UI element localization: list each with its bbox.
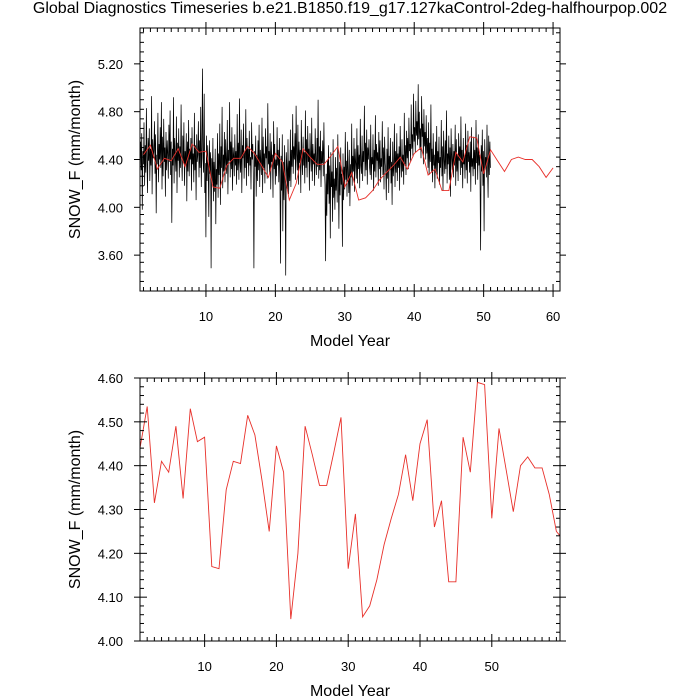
top-x-tick-label: 30 — [338, 309, 352, 324]
bottom-y-tick-label: 4.10 — [98, 590, 123, 605]
top-panel: 10 20 30 40 50 60 3.60 4.00 4.40 4.80 5.20 Model Y… — [67, 22, 566, 350]
top-y-tick-label: 3.60 — [98, 248, 123, 263]
bottom-x-tick-label: 20 — [269, 659, 283, 674]
bottom-x-tick-label: 40 — [413, 659, 427, 674]
top-x-axis-label: Model Year — [310, 333, 391, 350]
bottom-x-tick-label: 50 — [485, 659, 499, 674]
bottom-x-tick-label: 30 — [341, 659, 355, 674]
bottom-y-tick-label: 4.50 — [98, 415, 123, 430]
bottom-panel: 10 20 30 40 50 4.00 4.10 4.20 4.30 4.40 4.50 4.60 M… — [67, 371, 566, 700]
bottom-x-axis-label: Model Year — [310, 683, 391, 700]
bottom-y-axis-label: SNOW_F (mm/month) — [67, 430, 84, 589]
bottom-y-tick-label: 4.20 — [98, 546, 123, 561]
top-x-tick-label: 40 — [407, 309, 421, 324]
top-monthly-series-line — [139, 68, 491, 276]
bottom-y-tick-label: 4.00 — [98, 634, 123, 649]
bottom-y-tick-label: 4.40 — [98, 459, 123, 474]
bottom-plot-frame — [139, 377, 561, 642]
top-y-tick-label: 5.20 — [98, 57, 123, 72]
bottom-y-tick-label: 4.30 — [98, 503, 123, 518]
top-y-tick-label: 4.00 — [98, 200, 123, 215]
figure-title: Global Diagnostics Timeseries b.e21.B185… — [32, 0, 668, 17]
top-x-tick-label: 50 — [476, 309, 490, 324]
top-y-axis-label: SNOW_F (mm/month) — [67, 80, 84, 239]
bottom-x-tick-label: 10 — [197, 659, 211, 674]
top-annual-series-line — [143, 136, 554, 202]
top-x-tick-label: 10 — [199, 309, 213, 324]
bottom-annual-series-line — [139, 381, 561, 620]
top-y-tick-label: 4.80 — [98, 105, 123, 120]
top-x-tick-label: 20 — [268, 309, 282, 324]
top-y-tick-label: 4.40 — [98, 153, 123, 168]
top-x-tick-label: 60 — [546, 309, 560, 324]
bottom-y-tick-label: 4.60 — [98, 371, 123, 386]
